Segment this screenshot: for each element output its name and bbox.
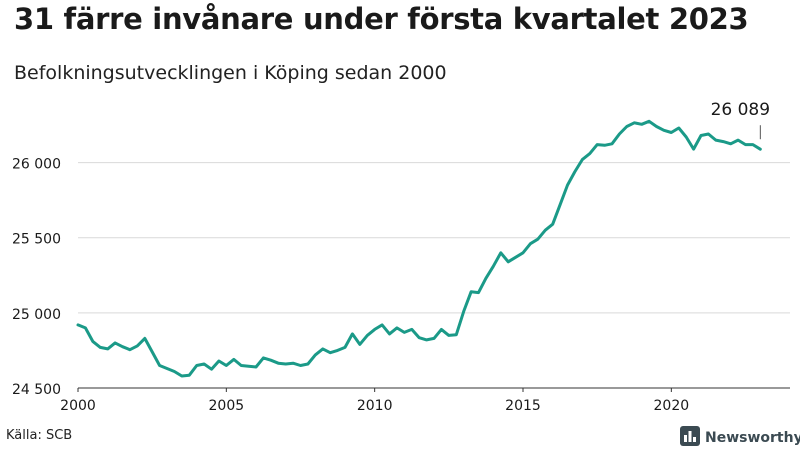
series-line (76, 119, 762, 378)
chart-title: 31 färre invånare under första kvartalet… (14, 2, 749, 36)
chart-subtitle: Befolkningsutvecklingen i Köping sedan 2… (14, 62, 447, 84)
x-tick-label: 2010 (357, 398, 393, 414)
annotation-label: 26 089 (711, 100, 770, 120)
y-tick-label: 24 500 (12, 382, 61, 398)
series-group (76, 119, 762, 378)
gridlines (78, 162, 790, 389)
bar-chart-icon (680, 426, 700, 450)
brand-logo[interactable]: Newsworthy (680, 426, 800, 450)
source-label: Källa: SCB (6, 428, 73, 443)
x-tick-label: 2020 (654, 398, 690, 414)
brand-name: Newsworthy (705, 430, 800, 446)
x-tick-label: 2005 (209, 398, 245, 414)
x-tick-label: 2000 (60, 398, 96, 414)
y-axis: 24 500 25 000 25 500 26 000 (12, 157, 61, 398)
y-tick-label: 25 500 (12, 232, 61, 248)
x-tick-label: 2015 (505, 398, 541, 414)
y-tick-label: 26 000 (12, 157, 61, 173)
annotation-group: 26 089 (711, 100, 770, 140)
x-axis: 2000 2005 2010 2015 2020 (60, 387, 790, 414)
y-tick-label: 25 000 (12, 307, 61, 323)
